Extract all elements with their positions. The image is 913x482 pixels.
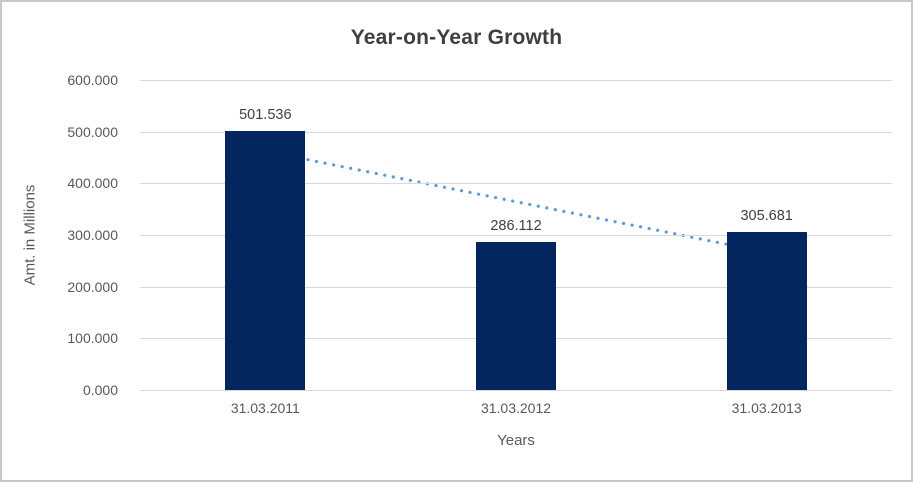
bar-data-label: 286.112 [490, 218, 542, 235]
y-tick-label: 200.000 [67, 278, 118, 295]
y-tick-label: 600.000 [67, 72, 118, 88]
gridline [140, 131, 892, 133]
bar [726, 232, 807, 390]
x-tick-label: 31.03.2012 [480, 400, 552, 416]
bar-data-label: 501.536 [239, 106, 292, 123]
y-tick-label: 0.000 [82, 382, 118, 398]
y-tick-label: 400.000 [67, 175, 118, 192]
plot-area: 501.536 286.112 305.681 [140, 80, 892, 391]
bar [225, 130, 306, 390]
bar [476, 242, 556, 390]
y-tick-label: 300.000 [67, 227, 118, 243]
y-tick-label: 100.000 [67, 330, 118, 347]
gridline [140, 390, 892, 391]
chart-title: Year-on-Year Growth [350, 26, 563, 49]
bar-data-label: 305.681 [740, 208, 793, 225]
x-tick-label: 31.03.2011 [230, 400, 300, 416]
x-tick-label: 31.03.2013 [731, 400, 802, 416]
gridline [140, 235, 892, 236]
gridline [140, 183, 892, 185]
y-tick-label: 500.000 [67, 123, 118, 140]
gridline [140, 80, 892, 81]
x-axis-title: Years [497, 432, 535, 449]
